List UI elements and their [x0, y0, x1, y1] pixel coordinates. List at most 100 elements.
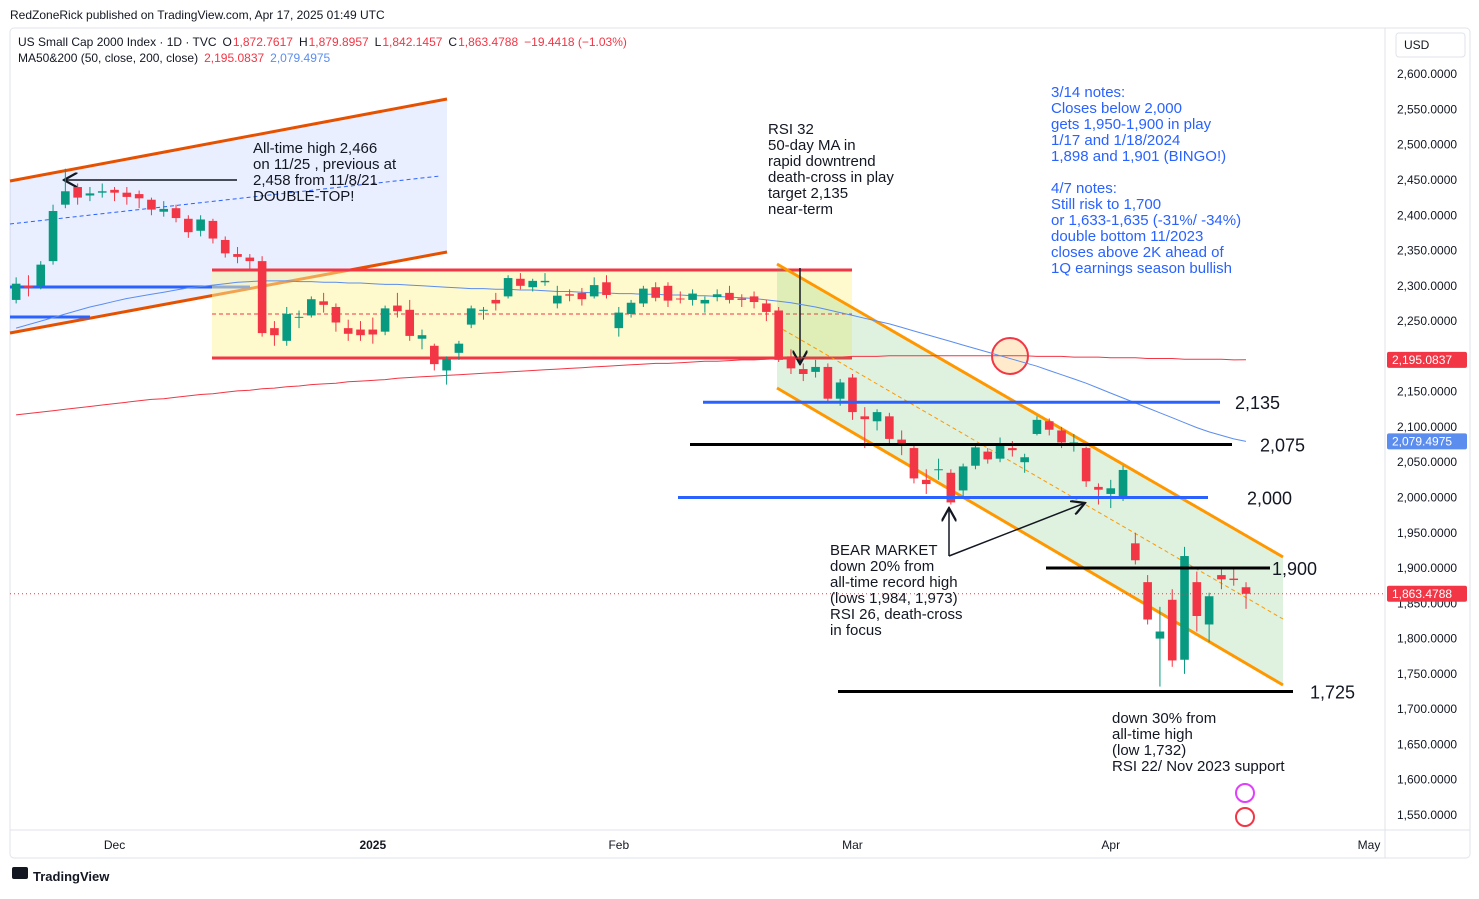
- annotation: on 11/25 , previous at: [253, 156, 397, 173]
- y-tick-label: 1,650.0000: [1397, 737, 1457, 751]
- event-icon: [1235, 807, 1255, 827]
- ma-value: 2,079.4975: [270, 51, 330, 65]
- candle-body: [319, 301, 328, 305]
- candle-body: [233, 254, 242, 257]
- candle-body: [1081, 448, 1091, 482]
- annotation: down 20% from: [830, 558, 934, 575]
- candle-body: [1057, 430, 1066, 443]
- candle-body: [73, 187, 82, 198]
- annotation: 1,898 and 1,901 (BINGO!): [1051, 148, 1226, 165]
- channel-top: [776, 262, 1284, 559]
- candle-body: [860, 416, 870, 420]
- annotation: Still risk to 1,700: [1051, 196, 1161, 213]
- annotation: gets 1,950-1,900 in play: [1051, 116, 1212, 133]
- annotation: (low 1,732): [1112, 742, 1186, 759]
- candle-body: [24, 285, 33, 288]
- moving-average: [16, 355, 1247, 416]
- candle-body: [921, 479, 931, 485]
- candle-body: [196, 219, 205, 231]
- candle-body: [958, 466, 968, 491]
- x-tick-label: Feb: [608, 838, 629, 852]
- annotation: 1/17 and 1/18/2024: [1051, 132, 1180, 149]
- annotation: BEAR MARKET: [830, 542, 938, 559]
- annotation: all-time record high: [830, 574, 958, 591]
- y-tick-label: 2,050.0000: [1397, 455, 1457, 469]
- candle-body: [48, 211, 58, 262]
- candle-body: [675, 298, 685, 300]
- price-tag: [1387, 433, 1467, 450]
- candle-body: [552, 295, 562, 304]
- brand: TradingView: [33, 869, 110, 884]
- y-tick-label: 2,300.0000: [1397, 279, 1457, 293]
- y-tick-label: 1,700.0000: [1397, 702, 1457, 716]
- candle-body: [1229, 578, 1239, 581]
- candle-body: [577, 292, 587, 300]
- annotation: All-time high 2,466: [253, 140, 377, 157]
- candle-body: [1032, 419, 1042, 434]
- rising-channel: [10, 99, 447, 333]
- candle-body: [356, 329, 365, 336]
- candle-body: [491, 299, 501, 304]
- annotation: DOUBLE-TOP!: [253, 188, 354, 205]
- candle-body: [134, 194, 144, 199]
- candle-body: [565, 294, 574, 296]
- channel-top: [9, 97, 448, 183]
- ohlc-key: O: [223, 35, 232, 49]
- candle-body: [909, 448, 919, 479]
- candle-body: [811, 366, 820, 372]
- candle-body: [823, 366, 833, 399]
- annotation: (lows 1,984, 1,973): [830, 590, 958, 607]
- x-tick-label: Mar: [842, 838, 863, 852]
- candle-body: [1155, 631, 1165, 639]
- candle-body: [749, 296, 759, 303]
- candle-body: [331, 306, 341, 323]
- annotation: closes above 2K ahead of: [1051, 244, 1224, 261]
- annotation: down 30% from: [1112, 710, 1216, 727]
- candle-body: [626, 302, 636, 315]
- candle-body: [122, 192, 132, 197]
- candle-body: [885, 416, 894, 439]
- ohlc-value: 1,879.8957: [309, 35, 369, 49]
- candle-body: [1241, 587, 1251, 594]
- candle-body: [1020, 457, 1029, 463]
- price-tag: [1387, 585, 1467, 602]
- candle-body: [257, 261, 267, 334]
- y-tick-label: 1,800.0000: [1397, 632, 1457, 646]
- candle-body: [798, 369, 808, 375]
- candle-body: [85, 193, 95, 196]
- y-tick-label: 1,600.0000: [1397, 773, 1457, 787]
- candle-body: [602, 282, 611, 295]
- moving-average: [15, 280, 1247, 442]
- brand-logo: [12, 867, 28, 879]
- candle-body: [430, 345, 439, 365]
- candle-body: [454, 343, 464, 353]
- y-tick-label: 2,350.0000: [1397, 244, 1457, 258]
- y-tick-label: 2,500.0000: [1397, 138, 1457, 152]
- candle-body: [774, 310, 783, 360]
- annotation: RSI 22/ Nov 2023 support: [1112, 758, 1285, 775]
- annotation: RSI 26, death-cross: [830, 606, 963, 623]
- candle-body: [983, 451, 993, 460]
- ohlc-key: H: [299, 35, 308, 49]
- publisher: RedZoneRick published on TradingView.com…: [10, 8, 385, 22]
- candle-body: [36, 264, 46, 286]
- candle-body: [466, 308, 476, 325]
- candle-body: [737, 298, 747, 300]
- annotation: death-cross in play: [768, 169, 894, 186]
- candle-body: [1143, 582, 1152, 620]
- candle-body: [1180, 556, 1189, 660]
- candle-body: [294, 316, 304, 318]
- candle-body: [270, 328, 279, 336]
- candle-body: [147, 199, 156, 210]
- price-tag-label: 2,079.4975: [1392, 434, 1452, 448]
- candle-body: [971, 447, 980, 466]
- candle-body: [208, 220, 218, 239]
- y-tick-label: 2,550.0000: [1397, 102, 1457, 116]
- x-tick-label: Dec: [104, 838, 125, 852]
- currency-box: [1395, 32, 1466, 58]
- candle-body: [97, 191, 107, 193]
- ohlc-value: 1,872.7617: [233, 35, 293, 49]
- level-label: 1,725: [1310, 683, 1355, 703]
- candle-body: [995, 444, 1005, 459]
- candle-body: [1167, 599, 1177, 661]
